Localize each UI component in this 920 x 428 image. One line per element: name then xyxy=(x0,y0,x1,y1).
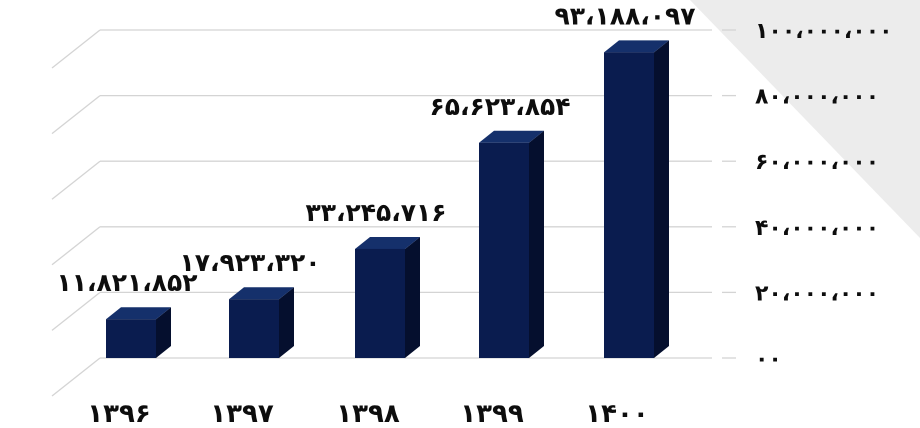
bar-side xyxy=(279,287,294,358)
data-label: ۳۳،۲۴۵،۷۱۶ xyxy=(305,198,446,227)
bar-top xyxy=(355,236,420,249)
bar-front xyxy=(355,248,405,358)
bar-front xyxy=(106,319,156,358)
bar-top xyxy=(229,287,294,300)
bar-side xyxy=(654,40,669,358)
bar-side xyxy=(405,236,420,358)
bar xyxy=(229,287,294,358)
gridline-depth xyxy=(51,357,101,397)
bar xyxy=(479,130,544,358)
y-tick-label: ۸۰،۰۰۰،۰۰۰ xyxy=(755,85,879,110)
y-tick-label: ۰۰ xyxy=(755,347,782,372)
gridline-depth xyxy=(51,160,101,200)
x-tick-label: ۱۳۹۷ xyxy=(210,399,274,428)
x-tick-label: ۱۳۹۶ xyxy=(87,399,150,428)
bar-side xyxy=(156,307,171,358)
bar-front xyxy=(479,142,529,358)
background-shape xyxy=(690,0,920,238)
data-label: ۶۵،۶۲۳،۸۵۴ xyxy=(429,92,570,121)
y-tick-label: ۶۰،۰۰۰،۰۰۰ xyxy=(755,150,879,175)
bar-top xyxy=(479,130,544,143)
gridline-depth xyxy=(51,226,101,266)
x-tick-label: ۱۴۰۰ xyxy=(585,399,648,428)
y-tick-label: ۲۰،۰۰۰،۰۰۰ xyxy=(755,281,879,306)
data-label: ۹۳،۱۸۸،۰۹۷ xyxy=(554,1,695,30)
y-tick-label: ۱۰۰،۰۰۰،۰۰۰ xyxy=(755,19,893,44)
bar xyxy=(604,40,669,358)
x-tick-label: ۱۳۹۹ xyxy=(460,399,524,428)
gridline-depth xyxy=(51,291,101,331)
gridline-depth xyxy=(51,29,101,69)
bar-top xyxy=(106,307,171,320)
bar-front xyxy=(604,52,654,358)
bar xyxy=(355,236,420,358)
x-tick-label: ۱۳۹۸ xyxy=(336,399,400,428)
bar xyxy=(106,307,171,358)
bar-side xyxy=(529,130,544,358)
gridline-depth xyxy=(51,95,101,135)
data-label: ۱۱،۸۲۱،۸۵۲ xyxy=(56,268,197,297)
y-tick-label: ۴۰،۰۰۰،۰۰۰ xyxy=(755,216,879,241)
data-label: ۱۷،۹۲۳،۳۲۰ xyxy=(179,248,320,277)
bar-front xyxy=(229,299,279,358)
bar-top xyxy=(604,40,669,53)
